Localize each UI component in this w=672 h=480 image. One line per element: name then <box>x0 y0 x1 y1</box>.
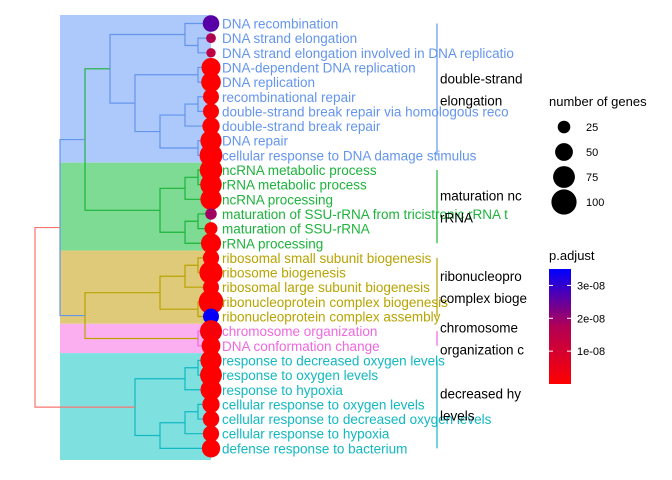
cluster-label: organization c <box>440 342 524 357</box>
term-dot <box>204 222 218 236</box>
term-label: double-strand break repair <box>222 119 381 134</box>
color-legend-label: 3e-08 <box>577 280 605 292</box>
term-label: DNA strand elongation involved in DNA re… <box>222 46 514 61</box>
term-label: ribosomal large subunit biogenesis <box>222 280 430 295</box>
term-dot <box>202 410 220 428</box>
cluster-label: ribonucleopro <box>440 269 522 284</box>
color-legend-title: p.adjust <box>549 248 595 263</box>
cluster-label: rRNA <box>440 211 473 226</box>
term-label: response to oxygen levels <box>222 368 378 383</box>
term-dot <box>202 117 220 135</box>
color-legend-label: 1e-08 <box>577 346 605 358</box>
size-legend-label: 75 <box>586 172 598 184</box>
term-label: rRNA processing <box>222 236 323 251</box>
term-label: cellular response to oxygen levels <box>222 397 425 412</box>
cluster-labels: double-strand elongation maturation nc rRNA… <box>436 23 527 449</box>
cluster-label: chromosome <box>440 320 518 335</box>
term-label: ncRNA processing <box>222 192 333 207</box>
term-dot <box>200 233 222 254</box>
size-legend-dot <box>553 166 575 188</box>
color-legend-bar <box>549 269 571 384</box>
cluster-label: levels <box>440 408 475 423</box>
term-label: recombinational repair <box>222 90 356 105</box>
term-dot <box>199 260 223 285</box>
term-dot <box>201 336 221 356</box>
term-dot <box>206 48 216 58</box>
term-label: cellular response to hypoxia <box>222 427 390 442</box>
cluster-label: elongation <box>440 93 502 108</box>
term-dot <box>201 439 221 458</box>
term-dot <box>201 72 221 92</box>
term-dot <box>200 173 222 196</box>
term-dot <box>202 395 220 414</box>
term-label: response to decreased oxygen levels <box>222 353 445 368</box>
term-label: cellular response to DNA damage stimulus <box>222 148 477 163</box>
term-label: cellular response to decreased oxygen le… <box>222 412 492 427</box>
cluster-label: decreased hy <box>440 386 521 401</box>
term-dot <box>201 57 221 77</box>
term-dot <box>205 208 217 220</box>
term-label: ribonucleoprotein complex assembly <box>222 310 441 325</box>
size-legend-label: 100 <box>586 197 604 209</box>
term-label: DNA repair <box>222 134 289 149</box>
size-legend-dot <box>557 120 571 134</box>
term-dot <box>203 88 219 105</box>
term-dot <box>206 33 216 44</box>
term-label: maturation of SSU-rRNA <box>222 222 370 237</box>
term-label: ncRNA metabolic process <box>222 163 377 178</box>
size-legend-dot <box>555 143 573 161</box>
term-dot <box>200 188 222 210</box>
term-label: response to hypoxia <box>222 383 343 398</box>
cluster-band-1 <box>60 162 211 251</box>
size-legend-label: 50 <box>586 147 598 159</box>
term-label: chromosome organization <box>222 324 377 339</box>
cluster-label: complex bioge <box>440 291 527 306</box>
term-label: DNA strand elongation <box>222 31 357 46</box>
term-dot <box>202 15 220 32</box>
cluster-label: double-strand <box>440 71 523 86</box>
term-dots <box>198 15 224 458</box>
color-legend-label: 2e-08 <box>577 313 605 325</box>
legends: number of genes 25 50 75 100 p.adjust 1e-08 2e-… <box>549 94 647 384</box>
term-label: rRNA metabolic process <box>222 178 367 193</box>
term-label: ribonucleoprotein complex biogenesis <box>222 295 448 310</box>
term-dot <box>198 289 224 315</box>
term-dot <box>203 308 219 325</box>
term-label: DNA recombination <box>222 17 338 32</box>
term-dot <box>199 320 223 343</box>
term-dot <box>203 103 219 120</box>
size-legend-label: 25 <box>586 122 598 134</box>
term-label: DNA conformation change <box>222 339 380 354</box>
term-dot <box>202 425 220 442</box>
term-label: defense response to bacterium <box>222 441 407 456</box>
size-legend-dot <box>551 189 577 215</box>
term-dot <box>200 379 222 401</box>
dendrogram <box>34 22 211 449</box>
term-label: DNA replication <box>222 75 315 90</box>
term-label: DNA-dependent DNA replication <box>222 60 416 75</box>
term-dot <box>200 364 222 387</box>
size-legend-title: number of genes <box>549 94 647 109</box>
term-label: ribosomal small subunit biogenesis <box>222 251 432 266</box>
cluster-label: maturation nc <box>440 189 522 204</box>
term-label: ribosome biogenesis <box>222 266 346 281</box>
tree-branch <box>34 226 135 408</box>
